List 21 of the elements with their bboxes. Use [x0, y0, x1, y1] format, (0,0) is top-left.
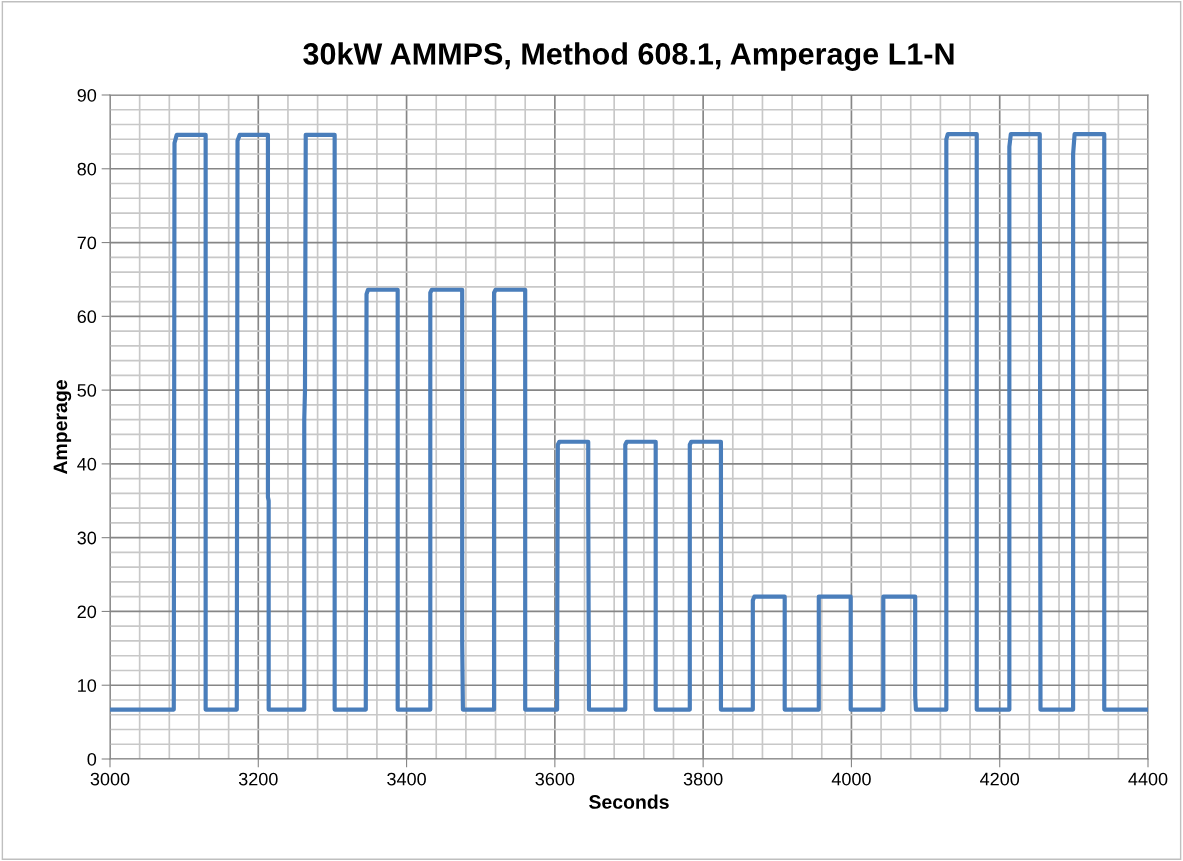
x-tick-label: 3400: [387, 772, 426, 786]
y-tick-label: 40: [77, 457, 97, 471]
y-tick-label: 80: [77, 162, 97, 176]
x-tick-label: 4200: [980, 772, 1020, 786]
y-tick-label: 10: [78, 679, 97, 692]
x-tick-label: 4000: [831, 772, 871, 786]
y-tick-label: 50: [77, 384, 97, 397]
x-axis-title: Seconds: [589, 794, 669, 809]
x-tick-label: 3200: [238, 772, 278, 786]
x-tick-label: 3600: [535, 772, 575, 786]
chart-title: 30kW AMMPS, Method 608.1, Amperage L1-N: [303, 42, 954, 71]
x-tick-label: 4400: [1128, 772, 1168, 786]
y-tick-label: 30: [77, 531, 97, 545]
y-tick-label: 20: [77, 605, 97, 619]
y-axis-title: Amperage: [53, 380, 72, 475]
y-tick-label: 90: [77, 88, 97, 102]
y-tick-label: 0: [87, 752, 97, 766]
x-tick-label: 3800: [683, 772, 723, 786]
x-tick-label: 3000: [90, 772, 130, 786]
y-tick-label: 60: [77, 310, 97, 324]
y-tick-label: 70: [77, 236, 97, 250]
